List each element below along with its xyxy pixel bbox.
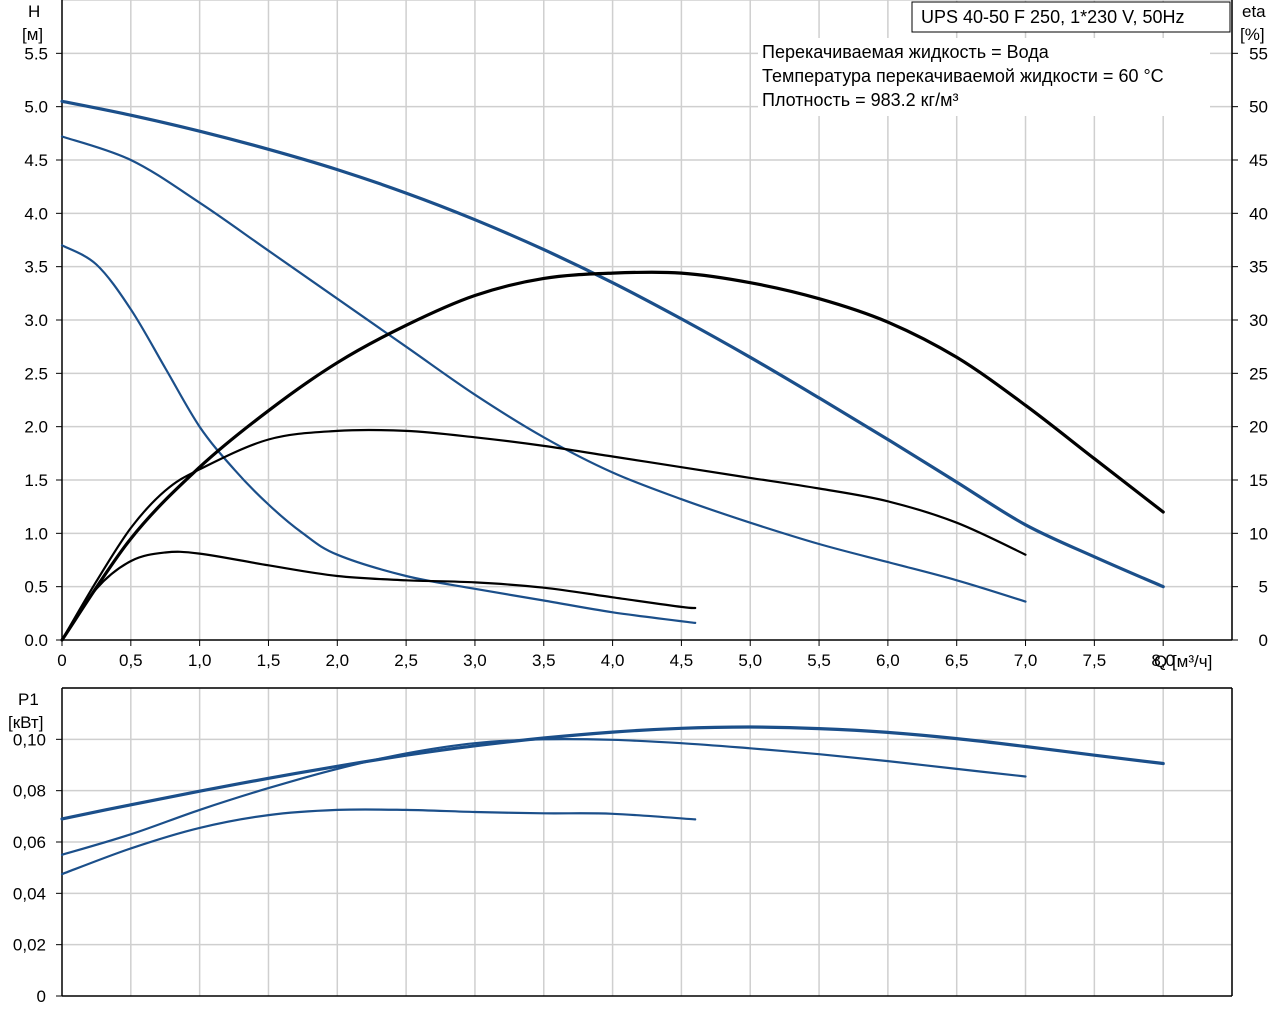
y-tick-label: 0.0 xyxy=(24,631,48,650)
head-curve-speed-3 xyxy=(60,99,1165,589)
y2-tick-label: 40 xyxy=(1249,204,1268,223)
note-density: Плотность = 983.2 кг/м³ xyxy=(762,90,958,110)
y-tick-label: 5.0 xyxy=(24,98,48,117)
y2-tick-label: 5 xyxy=(1259,578,1268,597)
y2-tick-label: 50 xyxy=(1249,98,1268,117)
y2-tick-label: 10 xyxy=(1249,524,1268,543)
p1-tick-label: 0,08 xyxy=(13,782,46,801)
y-tick-label: 2.0 xyxy=(24,418,48,437)
x-tick-label: 7,5 xyxy=(1083,651,1107,670)
x-tick-label: 2,5 xyxy=(394,651,418,670)
x-tick-label: 0,5 xyxy=(119,651,143,670)
y-tick-label: 2.5 xyxy=(24,364,48,383)
y-tick-label: 1.0 xyxy=(24,524,48,543)
x-tick-label: 3,0 xyxy=(463,651,487,670)
power-grid xyxy=(62,687,1233,996)
efficiency-curve-speed-1 xyxy=(60,550,697,642)
y-tick-label: 3.0 xyxy=(24,311,48,330)
y2-tick-label: 15 xyxy=(1249,471,1268,490)
y2-tick-label: 0 xyxy=(1259,631,1268,650)
y-axis-unit-h: [м] xyxy=(22,25,43,44)
y-tick-label: 4.5 xyxy=(24,151,48,170)
power-curve-speed-1 xyxy=(60,808,697,876)
y2-tick-label: 20 xyxy=(1249,418,1268,437)
y-axis-unit-p1: [кВт] xyxy=(8,713,43,732)
x-tick-label: 3,5 xyxy=(532,651,556,670)
chart-title: UPS 40-50 F 250, 1*230 V, 50Hz xyxy=(921,7,1185,27)
x-tick-label: 4,5 xyxy=(670,651,694,670)
p1-tick-label: 0,04 xyxy=(13,884,46,903)
p1-tick-label: 0,06 xyxy=(13,833,46,852)
x-tick-label: 1,5 xyxy=(257,651,281,670)
x-tick-label: 5,0 xyxy=(738,651,762,670)
note-liquid: Перекачиваемая жидкость = Вода xyxy=(762,42,1050,62)
x-tick-label: 6,5 xyxy=(945,651,969,670)
x-tick-label: 5,5 xyxy=(807,651,831,670)
y2-tick-label: 35 xyxy=(1249,258,1268,277)
y2-tick-label: 45 xyxy=(1249,151,1268,170)
y-tick-label: 0.5 xyxy=(24,578,48,597)
y2-tick-label: 25 xyxy=(1249,364,1268,383)
p1-tick-label: 0,02 xyxy=(13,936,46,955)
x-tick-label: 0 xyxy=(57,651,66,670)
y2-tick-label: 30 xyxy=(1249,311,1268,330)
note-temperature: Температура перекачиваемой жидкости = 60… xyxy=(762,66,1164,86)
x-tick-label: 2,0 xyxy=(325,651,349,670)
y-axis-label-p1: P1 xyxy=(18,690,39,709)
x-tick-label: 1,0 xyxy=(188,651,212,670)
p1-tick-label: 0,10 xyxy=(13,730,46,749)
head-curve-speed-2 xyxy=(60,135,1027,603)
x-tick-label: 8,0 xyxy=(1151,651,1175,670)
y2-axis-label-eta: eta xyxy=(1242,2,1266,21)
notes-box xyxy=(758,38,1210,116)
head-curve-speed-1 xyxy=(60,244,697,624)
p1-tick-label: 0 xyxy=(37,987,46,1006)
y2-tick-label: 55 xyxy=(1249,44,1268,63)
x-axis-label-q: Q [м³/ч] xyxy=(1154,652,1212,671)
efficiency-curve-speed-3 xyxy=(60,270,1165,642)
y-axis-label-h: H xyxy=(28,2,40,21)
y-tick-label: 5.5 xyxy=(24,44,48,63)
title-box xyxy=(911,1,1231,33)
efficiency-curve-speed-2 xyxy=(60,428,1027,642)
x-tick-label: 7,0 xyxy=(1014,651,1038,670)
power-curve-speed-2 xyxy=(60,737,1027,856)
curves xyxy=(60,99,1165,876)
y2-axis-unit-eta: [%] xyxy=(1240,25,1265,44)
axis-ticks: 0 0,5 1,0 1,5 2,0 2,5 3,0 3,5 4,0 4,5 5,0 5,5 6,0 6,5… xyxy=(13,44,1268,1006)
y-tick-label: 4.0 xyxy=(24,204,48,223)
x-tick-label: 4,0 xyxy=(601,651,625,670)
y-tick-label: 1.5 xyxy=(24,471,48,490)
head-grid xyxy=(62,0,1233,640)
x-tick-label: 6,0 xyxy=(876,651,900,670)
y-tick-label: 3.5 xyxy=(24,258,48,277)
power-curve-speed-3 xyxy=(60,725,1165,821)
